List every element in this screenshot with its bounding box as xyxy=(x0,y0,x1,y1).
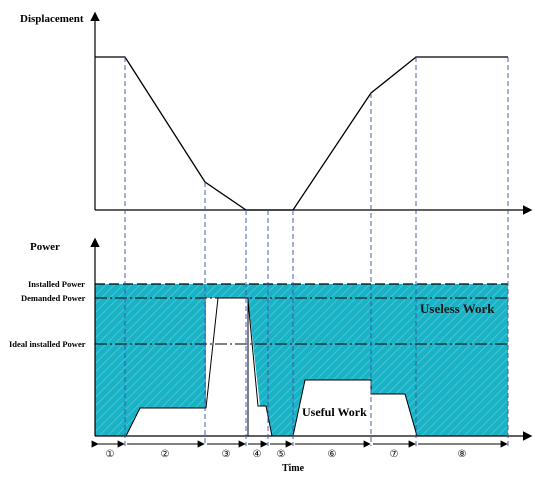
phase-guides xyxy=(124,57,509,446)
phase-label: ⑥ xyxy=(328,449,337,460)
demanded-power-label: Demanded Power xyxy=(21,293,86,303)
phase-label: ③ xyxy=(222,449,231,460)
power-axis-title: Power xyxy=(30,241,60,253)
useful-work-label: Useful Work xyxy=(302,405,367,419)
useless-work-area xyxy=(95,284,508,436)
time-axis-title: Time xyxy=(282,463,305,474)
displacement-curve xyxy=(95,56,508,211)
phase-label: ④ xyxy=(253,449,262,460)
phase-label: ⑧ xyxy=(458,449,467,460)
phase-label: ⑦ xyxy=(390,449,399,460)
phase-label: ① xyxy=(106,449,115,460)
displacement-axis-title: Displacement xyxy=(20,13,84,25)
ideal-installed-power-label: Ideal installed Power xyxy=(9,339,86,349)
useless-work-label: Useless Work xyxy=(420,301,495,316)
phase-label: ⑤ xyxy=(277,449,286,460)
phase-label: ② xyxy=(161,449,170,460)
installed-power-label: Installed Power xyxy=(28,279,85,289)
